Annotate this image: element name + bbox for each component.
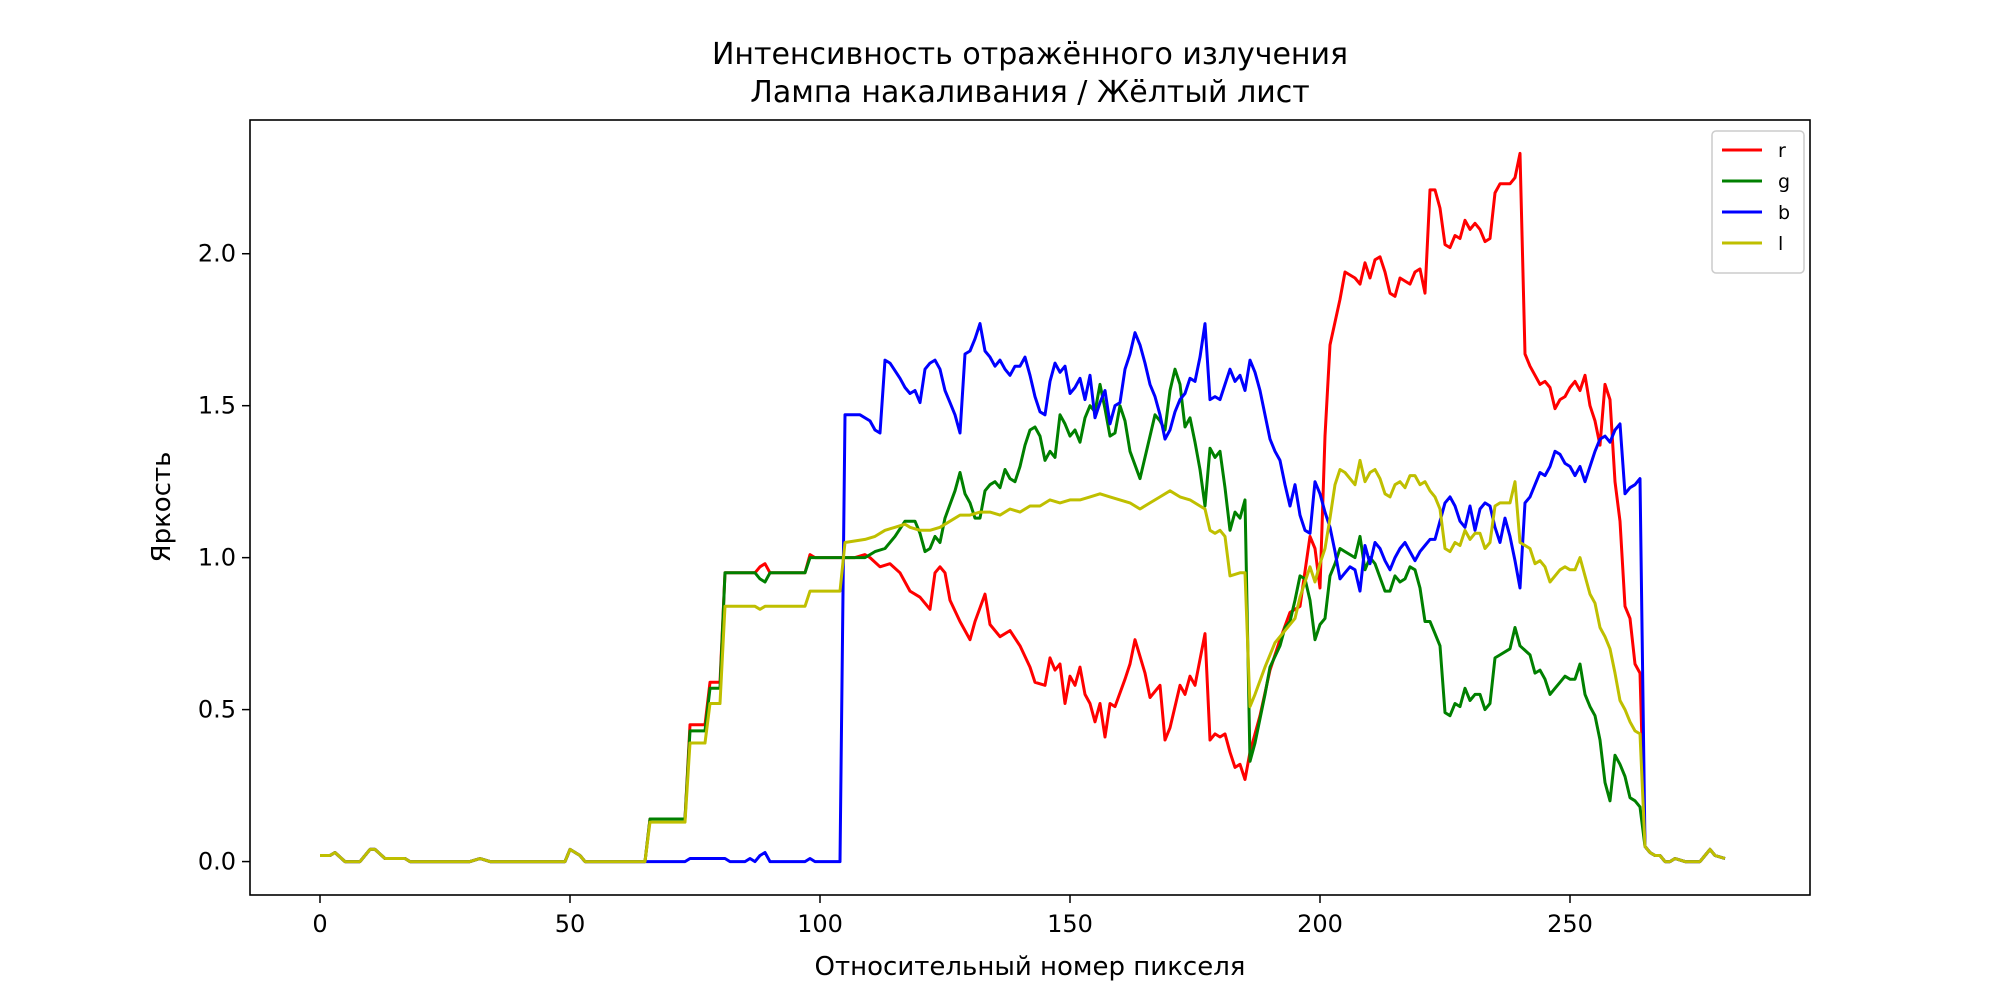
x-tick-label: 0 (312, 910, 327, 938)
chart-subtitle: Лампа накаливания / Жёлтый лист (750, 75, 1309, 110)
x-tick-label: 150 (1047, 910, 1093, 938)
series-line-g (320, 367, 1726, 864)
y-tick-label: 1.0 (198, 544, 236, 572)
y-tick-label: 2.0 (198, 240, 236, 268)
legend-label-r: r (1778, 140, 1786, 162)
legend-label-g: g (1778, 171, 1790, 193)
y-axis: 0.0 0.5 1.0 1.5 2.0 (198, 240, 250, 876)
chart-title: Интенсивность отражённого излучения (712, 37, 1348, 72)
x-tick-label: 100 (797, 910, 843, 938)
series-line-b (320, 322, 1726, 864)
series-line-l (320, 458, 1726, 864)
y-tick-label: 0.5 (198, 696, 236, 724)
x-axis-label: Относительный номер пикселя (815, 952, 1246, 982)
x-tick-label: 200 (1297, 910, 1343, 938)
legend-box (1711, 130, 1805, 274)
y-tick-label: 0.0 (198, 848, 236, 876)
x-tick-label: 50 (555, 910, 586, 938)
y-axis-label: Яркость (147, 452, 177, 563)
legend-label-l: l (1778, 233, 1783, 255)
y-tick-label: 1.5 (198, 392, 236, 420)
legend-label-b: b (1778, 202, 1790, 224)
x-axis: 0 50 100 150 200 250 (312, 895, 1593, 938)
x-tick-label: 250 (1547, 910, 1593, 938)
axes-frame (249, 119, 1811, 896)
plot-area (320, 151, 1726, 864)
